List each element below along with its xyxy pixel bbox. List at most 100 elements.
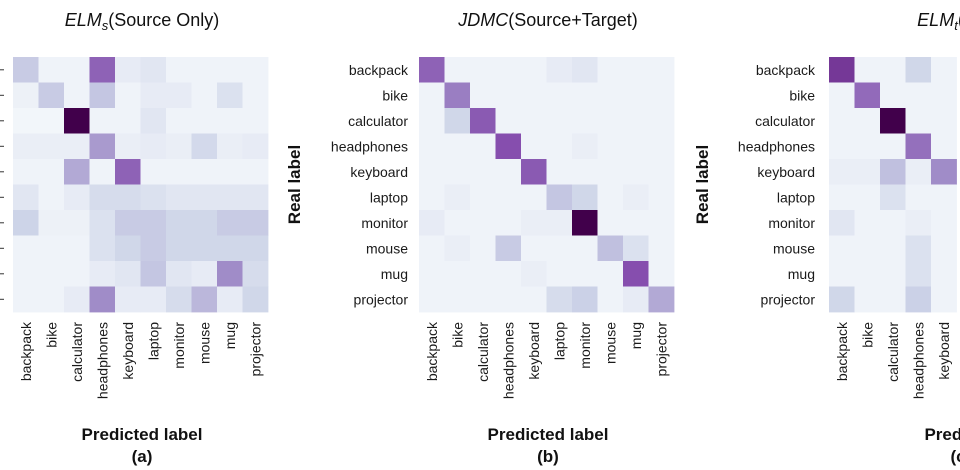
y-axis-label: Real label xyxy=(285,145,304,224)
heatmap-cell xyxy=(140,159,167,185)
heatmap-cell xyxy=(829,210,855,236)
heatmap-cell xyxy=(495,261,522,287)
heatmap-cell xyxy=(931,82,957,109)
heatmap-cell xyxy=(931,235,957,262)
heatmap-cell xyxy=(648,286,675,313)
x-axis-label: Predicte xyxy=(924,425,960,444)
heatmap-cell xyxy=(140,210,167,236)
heatmap-cell xyxy=(64,159,90,185)
heatmap-cell xyxy=(64,108,90,134)
heatmap-cell xyxy=(115,133,141,160)
heatmap-cell xyxy=(880,133,906,160)
heatmap-cell xyxy=(854,184,881,211)
heatmap-cell xyxy=(905,82,932,109)
chart-title: ELMs(Source Only) xyxy=(65,10,220,33)
heatmap-cell xyxy=(829,261,855,287)
heatmap-cell xyxy=(854,82,881,109)
heatmap-cell xyxy=(829,82,855,109)
heatmap-cell xyxy=(242,57,269,83)
heatmap-cell xyxy=(880,286,906,313)
heatmap-cell xyxy=(931,261,957,287)
chart-title-rest: (Source+Target) xyxy=(508,10,638,30)
heatmap-cell xyxy=(242,184,269,211)
heatmap-cell xyxy=(166,108,192,134)
heatmap-cell xyxy=(597,286,624,313)
heatmap-cell xyxy=(89,108,116,134)
heatmap-cell xyxy=(521,57,547,83)
x-axis-label: Predicted label xyxy=(488,425,609,444)
heatmap-cell xyxy=(13,57,39,83)
heatmap-cell xyxy=(444,82,471,109)
heatmap-cell xyxy=(880,57,906,83)
heatmap-cell xyxy=(217,235,243,262)
heatmap-cell xyxy=(242,261,269,287)
heatmap-cell xyxy=(572,133,598,160)
row-tick-label: keyboard xyxy=(757,164,815,180)
column-tick-label: monitor xyxy=(171,322,187,369)
column-tick-label: monitor xyxy=(577,322,593,369)
heatmap-cell xyxy=(597,82,624,109)
heatmap-cell xyxy=(521,82,547,109)
heatmap-cell xyxy=(191,210,218,236)
heatmap-cell xyxy=(546,108,573,134)
heatmap-cell xyxy=(419,82,445,109)
heatmap-cell xyxy=(115,210,141,236)
heatmap-cell xyxy=(597,235,624,262)
heatmap-cell xyxy=(166,286,192,313)
heatmap-cell xyxy=(419,286,445,313)
heatmap-cell xyxy=(444,235,471,262)
heatmap-cell xyxy=(242,159,269,185)
heatmap-cell xyxy=(546,235,573,262)
heatmap-cell xyxy=(217,210,243,236)
heatmap-cell xyxy=(905,235,932,262)
heatmap-cell xyxy=(470,82,496,109)
heatmap-cell xyxy=(13,261,39,287)
heatmap-cell xyxy=(470,184,496,211)
heatmap-cell xyxy=(470,133,496,160)
heatmap-cell xyxy=(217,82,243,109)
heatmap-cell xyxy=(13,82,39,109)
column-tick-label: headphones xyxy=(910,322,926,399)
heatmap-cell xyxy=(191,184,218,211)
chart-title-subscript: s xyxy=(102,18,109,33)
heatmap-cell xyxy=(444,159,471,185)
heatmap-cell xyxy=(546,184,573,211)
heatmap-cell xyxy=(597,159,624,185)
row-tick-label: mug xyxy=(381,266,408,282)
column-tick-label: projector xyxy=(653,322,669,377)
heatmap-cell xyxy=(13,210,39,236)
chart-title-rest: (Source Only) xyxy=(108,10,219,30)
heatmap-cell xyxy=(13,133,39,160)
heatmap-cell xyxy=(521,235,547,262)
heatmap-cell xyxy=(13,235,39,262)
column-tick-label: laptop xyxy=(551,322,567,360)
heatmap-cell xyxy=(854,235,881,262)
heatmap-cell xyxy=(140,261,167,287)
heatmap-cell xyxy=(470,210,496,236)
heatmap-cell xyxy=(880,184,906,211)
heatmap-cell xyxy=(931,184,957,211)
heatmap-cell xyxy=(64,133,90,160)
heatmap-cell xyxy=(495,286,522,313)
heatmap-cell xyxy=(38,159,65,185)
heatmap-cell xyxy=(495,210,522,236)
column-tick-label: backpack xyxy=(834,321,850,381)
heatmap-cell xyxy=(140,108,167,134)
heatmap-cell xyxy=(880,235,906,262)
heatmap-cell xyxy=(931,159,957,185)
heatmap-cell xyxy=(572,82,598,109)
heatmap-cell xyxy=(166,159,192,185)
heatmap-cell xyxy=(572,235,598,262)
column-tick-label: projector xyxy=(247,322,263,377)
x-axis-label: Predicted label xyxy=(82,425,203,444)
heatmap-cell xyxy=(444,57,471,83)
heatmap-cell xyxy=(597,108,624,134)
heatmap-cell xyxy=(89,184,116,211)
heatmap-cell xyxy=(140,235,167,262)
heatmap-cell xyxy=(648,82,675,109)
heatmap-cell xyxy=(546,159,573,185)
column-tick-label: headphones xyxy=(500,322,516,399)
heatmap-cell xyxy=(444,286,471,313)
heatmap-cell xyxy=(217,286,243,313)
